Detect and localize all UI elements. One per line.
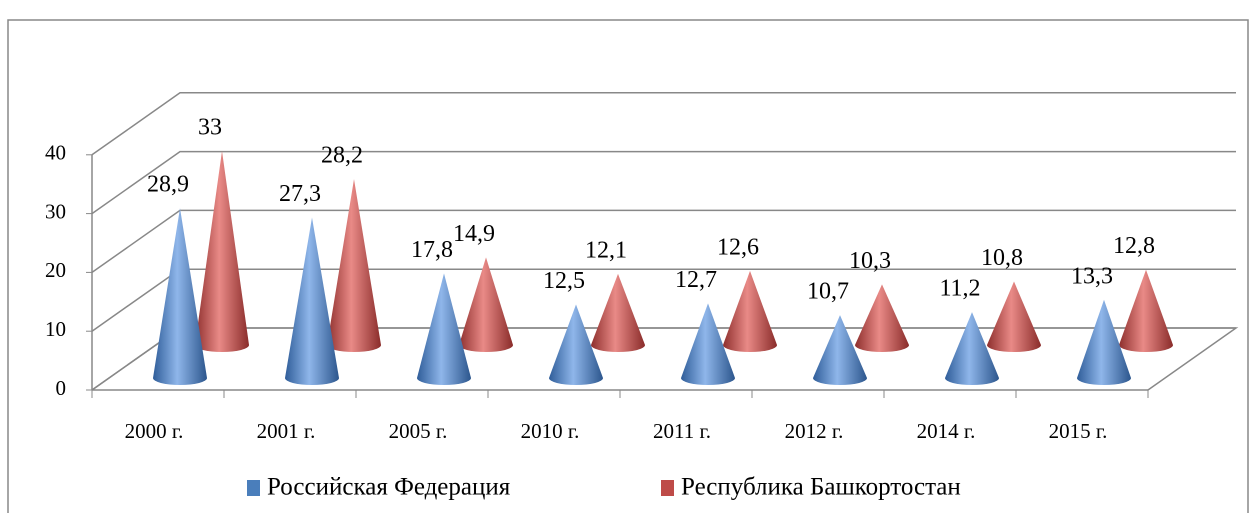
grid-line <box>91 150 1236 215</box>
x-tick-label: 2012 г. <box>785 419 844 443</box>
legend-swatch <box>661 480 674 496</box>
value-label: 14,9 <box>453 221 495 247</box>
value-label: 28,9 <box>147 172 189 198</box>
value-label: 28,2 <box>321 143 363 169</box>
floor <box>91 327 1239 391</box>
cone <box>327 179 381 352</box>
cone <box>459 257 513 352</box>
cone <box>153 208 207 385</box>
x-tick-label: 2015 г. <box>1049 419 1108 443</box>
value-label: 12,6 <box>717 234 759 260</box>
x-tick-label: 2005 г. <box>389 419 448 443</box>
grid-line <box>91 209 1236 274</box>
cone <box>591 273 645 352</box>
value-label: 12,8 <box>1113 233 1155 259</box>
cone <box>723 270 777 352</box>
value-label: 12,7 <box>675 267 717 293</box>
value-label: 33 <box>198 114 222 140</box>
value-label: 12,5 <box>543 268 585 294</box>
value-label: 12,1 <box>585 237 627 263</box>
x-tick-label: 2010 г. <box>521 419 580 443</box>
value-label: 27,3 <box>279 181 321 207</box>
chart-border <box>7 19 1249 513</box>
x-tick-label: 2011 г. <box>653 419 711 443</box>
cone <box>987 281 1041 352</box>
cone <box>195 150 249 352</box>
cone <box>549 304 603 385</box>
cone <box>1077 299 1131 385</box>
grid-line <box>91 327 1236 391</box>
cone <box>681 303 735 385</box>
cone <box>285 217 339 385</box>
y-tick-label: 10 <box>45 317 66 341</box>
x-tick-label: 2001 г. <box>257 419 316 443</box>
value-label: 11,2 <box>939 276 980 302</box>
y-tick-label: 40 <box>45 141 66 165</box>
value-label: 17,8 <box>411 237 453 263</box>
grid-line <box>91 92 1236 156</box>
x-tick-label: 2014 г. <box>917 419 976 443</box>
legend-label: Российская Федерация <box>267 474 511 501</box>
y-tick-label: 0 <box>56 376 67 400</box>
value-label: 13,3 <box>1071 263 1113 289</box>
grid-line <box>91 268 1236 332</box>
cone <box>1119 269 1173 352</box>
cone <box>855 284 909 352</box>
cone <box>813 315 867 385</box>
value-label: 10,7 <box>807 279 849 305</box>
legend-swatch <box>247 480 260 496</box>
value-label: 10,3 <box>849 248 891 274</box>
x-tick-label: 2000 г. <box>125 419 184 443</box>
value-label: 10,8 <box>981 245 1023 271</box>
cone <box>945 312 999 385</box>
y-tick-label: 30 <box>45 199 66 223</box>
cone <box>417 273 471 385</box>
legend-label: Республика Башкортостан <box>681 474 961 501</box>
y-tick-label: 20 <box>45 258 66 282</box>
